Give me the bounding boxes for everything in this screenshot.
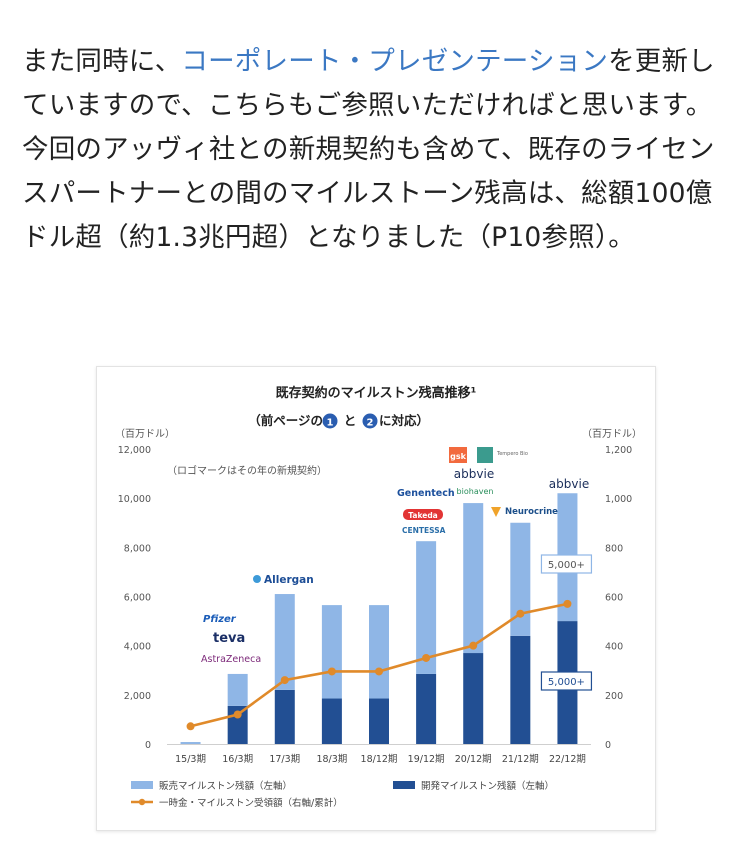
bar-development xyxy=(463,653,484,744)
subtitle-circle-1 xyxy=(322,413,338,429)
logo-biohaven: biohaven xyxy=(457,487,494,496)
legend-swatch-sales xyxy=(131,781,153,789)
line-point xyxy=(375,667,383,676)
intro-paragraph: また同時に、コーポレート・プレゼンテーションを更新していますので、こちらもご参照… xyxy=(22,40,734,260)
right-tick-label: 600 xyxy=(605,593,623,604)
x-tick-label: 21/12期 xyxy=(502,754,539,765)
corporate-presentation-link[interactable]: コーポレート・プレゼンテーション xyxy=(181,46,609,77)
logo-takeda: Takeda xyxy=(408,511,438,520)
logo-tempero: Tempero Bio xyxy=(496,451,528,457)
callout-sales-label: 5,000+ xyxy=(548,560,585,571)
logo-allergan-mark xyxy=(253,575,261,583)
line-point xyxy=(327,667,336,676)
bar-sales xyxy=(321,605,342,699)
legend-label-development: 開発マイルストン残額（左軸） xyxy=(421,780,554,792)
right-tick-label: 1,000 xyxy=(605,494,632,505)
left-tick-label: 6,000 xyxy=(124,593,151,604)
bar-sales xyxy=(227,673,248,706)
logo-abbvie-2022: abbvie xyxy=(549,477,589,491)
right-tick-label: 400 xyxy=(605,642,623,653)
x-tick-label: 22/12期 xyxy=(549,754,586,765)
chart-subtitle-suffix: に対応） xyxy=(379,413,429,428)
line-point xyxy=(186,722,195,731)
x-tick-label: 18/3期 xyxy=(316,754,347,765)
bar-sales xyxy=(463,503,484,654)
x-tick-label: 20/12期 xyxy=(455,754,492,765)
para-text-1: また同時に、 xyxy=(22,46,182,77)
subtitle-circle-1-label: 1 xyxy=(327,418,334,429)
right-axis-unit: （百万ドル） xyxy=(582,428,642,440)
x-tick-label: 18/12期 xyxy=(361,754,398,765)
bar-development xyxy=(416,673,437,744)
left-tick-label: 4,000 xyxy=(124,642,151,653)
left-tick-label: 8,000 xyxy=(124,543,151,554)
logo-tempero-mark xyxy=(477,447,493,463)
left-axis-unit: （百万ドル） xyxy=(115,428,175,440)
bar-sales xyxy=(510,522,531,636)
bar-development xyxy=(369,698,389,744)
logo-centessa: CENTESSA xyxy=(402,526,446,535)
logo-gsk: gsk xyxy=(450,452,466,461)
bar-development xyxy=(321,698,342,744)
left-tick-label: 12,000 xyxy=(118,445,151,456)
chart-subtitle-mid: と xyxy=(344,413,357,428)
x-tick-label: 16/3期 xyxy=(222,754,253,765)
callout-development-label: 5,000+ xyxy=(548,677,585,688)
x-tick-label: 15/3期 xyxy=(175,754,206,765)
logo-genentech: Genentech xyxy=(397,488,455,499)
line-point xyxy=(422,653,431,662)
right-tick-label: 200 xyxy=(605,691,623,702)
bar-sales xyxy=(180,742,201,744)
x-tick-label: 17/3期 xyxy=(269,754,300,765)
line-point xyxy=(233,710,242,719)
chart-subtitle-prefix: （前ページの xyxy=(248,413,323,428)
right-tick-label: 0 xyxy=(605,740,611,751)
para-text-2: を更新していますので、こちらもご参照いただければと思います。今回のアッヴィ社との… xyxy=(22,46,715,253)
milestone-chart: 既存契約のマイルストン残高推移¹ （前ページの 1 と 2 に対応） （百万ドル） （百万ドル… xyxy=(115,385,642,809)
bar-development xyxy=(274,689,295,744)
callout-sales-box xyxy=(540,554,593,574)
bar-sales xyxy=(416,541,437,674)
legend-swatch-development xyxy=(393,781,415,789)
logo-note: （ロゴマークはその年の新規契約） xyxy=(167,464,327,477)
bar-sales xyxy=(369,605,389,699)
callout-development-box xyxy=(540,671,593,691)
line-point xyxy=(563,599,572,608)
logo-allergan: Allergan xyxy=(264,574,314,586)
legend-swatch-line-dot xyxy=(138,798,146,806)
logo-takeda-mark xyxy=(403,509,443,520)
subtitle-circle-2 xyxy=(362,413,378,429)
line-point xyxy=(516,609,525,618)
logo-gsk-mark xyxy=(449,447,467,463)
logo-teva: teva xyxy=(213,631,245,646)
line-point xyxy=(469,641,478,650)
left-tick-label: 2,000 xyxy=(124,691,151,702)
right-tick-label: 800 xyxy=(605,543,623,554)
logo-neurocrine-mark xyxy=(491,507,501,517)
logo-neurocrine: Neurocrine xyxy=(505,507,558,517)
bar-sales xyxy=(274,594,295,690)
bar-development xyxy=(510,635,531,744)
legend-label-sales: 販売マイルストン残額（左軸） xyxy=(159,780,292,792)
subtitle-circle-2-label: 2 xyxy=(367,418,374,429)
logo-abbvie-2020: abbvie xyxy=(454,467,494,481)
x-tick-label: 19/12期 xyxy=(408,754,445,765)
chart-card: 既存契約のマイルストン残高推移¹ （前ページの 1 と 2 に対応） （百万ドル） （百万ドル… xyxy=(96,366,656,831)
chart-title: 既存契約のマイルストン残高推移¹ xyxy=(276,385,477,401)
left-tick-label: 0 xyxy=(145,740,151,751)
logo-astrazeneca: AstraZeneca xyxy=(201,654,261,665)
right-tick-label: 1,200 xyxy=(605,445,632,456)
legend-label-line: 一時金・マイルストン受領額（右軸/累計） xyxy=(159,797,343,809)
logo-pfizer: Pfizer xyxy=(203,614,237,625)
left-tick-label: 10,000 xyxy=(118,494,151,505)
line-point xyxy=(280,676,289,685)
